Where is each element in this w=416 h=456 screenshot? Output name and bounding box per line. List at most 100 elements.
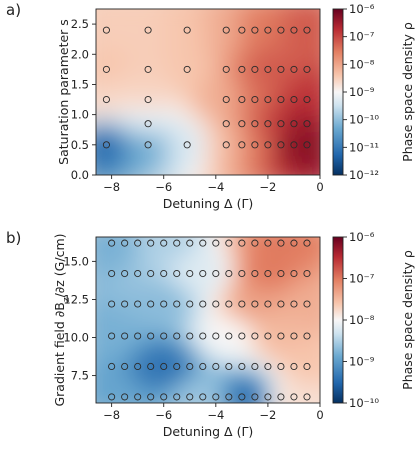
- heatmap-cell: [207, 150, 215, 158]
- heatmap-cell: [170, 283, 178, 291]
- heatmap-cell: [182, 266, 190, 274]
- heatmap-cell: [158, 0, 165, 4]
- heatmap-cell: [319, 115, 320, 123]
- heatmap-cell: [96, 50, 97, 57]
- heatmap-cell: [319, 162, 320, 170]
- heatmap-cell: [139, 384, 147, 392]
- heatmap-cell: [300, 266, 309, 274]
- heatmap-cell: [114, 115, 122, 123]
- heatmap-cell: [275, 168, 284, 175]
- heatmap-cell: [269, 337, 277, 345]
- heatmap-cell: [269, 32, 277, 40]
- heatmap-cell: [139, 38, 147, 46]
- heatmap-cell: [288, 402, 296, 403]
- heatmap-cell: [96, 349, 103, 357]
- heatmap-cell: [257, 26, 265, 34]
- heatmap-cell: [207, 9, 215, 16]
- heatmap-cell: [219, 127, 228, 134]
- heatmap-cell: [232, 242, 240, 250]
- heatmap-cell: [132, 289, 141, 297]
- heatmap-cell: [126, 337, 134, 345]
- measurement-point: [290, 332, 298, 340]
- heatmap-cell: [275, 26, 284, 34]
- heatmap-cell: [163, 343, 172, 351]
- heatmap-cell: [269, 237, 277, 244]
- heatmap-cell: [132, 355, 141, 362]
- heatmap-cell: [251, 237, 259, 238]
- heatmap-cell: [132, 150, 141, 158]
- heatmap-cell: [96, 337, 103, 345]
- heatmap-cell: [263, 115, 271, 123]
- heatmap-cell: [300, 384, 309, 392]
- heatmap-cell: [163, 384, 172, 392]
- heatmap-cell: [263, 50, 271, 57]
- heatmap-cell: [307, 283, 315, 291]
- heatmap-cell: [269, 138, 277, 146]
- heatmap-cell: [145, 361, 153, 368]
- heatmap-cell: [157, 372, 165, 380]
- heatmap-cell: [207, 295, 215, 303]
- heatmap-cell: [257, 319, 265, 327]
- heatmap-cell: [145, 180, 152, 187]
- heatmap-cell: [207, 144, 215, 152]
- heatmap-cell: [126, 32, 134, 40]
- heatmap-cell: [238, 402, 246, 403]
- heatmap-cell: [251, 26, 259, 34]
- heatmap-cell: [288, 355, 296, 362]
- heatmap-cell: [282, 9, 290, 10]
- heatmap-cell: [213, 44, 221, 51]
- measurement-point: [212, 239, 220, 247]
- heatmap-cell: [213, 14, 221, 22]
- heatmap-cell: [107, 331, 116, 339]
- heatmap-cell: [114, 237, 122, 244]
- heatmap-cell: [326, 20, 333, 27]
- heatmap-cell: [263, 73, 271, 81]
- heatmap-cell: [176, 103, 184, 111]
- heatmap-cell: [288, 307, 296, 315]
- heatmap-cell: [307, 325, 315, 333]
- heatmap-cell: [226, 115, 234, 123]
- heatmap-cell: [251, 343, 259, 351]
- heatmap-cell: [151, 144, 159, 152]
- heatmap-cell: [188, 121, 197, 129]
- heatmap-cell: [182, 156, 190, 164]
- heatmap-cell: [226, 266, 234, 274]
- heatmap-cell: [96, 313, 103, 321]
- heatmap-cell: [326, 151, 333, 158]
- heatmap-cell: [188, 295, 197, 303]
- heatmap-cell: [239, 0, 246, 4]
- heatmap-cell: [195, 180, 202, 187]
- heatmap-cell: [195, 337, 203, 345]
- heatmap-cell: [170, 20, 178, 28]
- heatmap-cell: [313, 237, 320, 238]
- heatmap-cell: [288, 254, 296, 262]
- heatmap-cell: [176, 79, 184, 87]
- heatmap-cell: [282, 237, 290, 238]
- heatmap-cell: [251, 384, 259, 392]
- heatmap-cell: [294, 138, 302, 146]
- heatmap-cell: [319, 390, 320, 398]
- heatmap-cell: [238, 115, 246, 123]
- heatmap-cell: [213, 361, 221, 368]
- heatmap-cell: [182, 67, 190, 75]
- heatmap-cell: [83, 237, 90, 244]
- heatmap-cell: [163, 242, 172, 250]
- heatmap-cell: [244, 331, 253, 339]
- heatmap-cell: [244, 138, 253, 146]
- heatmap-cell: [244, 109, 253, 117]
- heatmap-cell: [219, 319, 228, 327]
- heatmap-cell: [127, 0, 134, 4]
- measurement-points: [108, 239, 311, 401]
- heatmap-cell: [307, 85, 315, 93]
- heatmap-cell: [326, 32, 333, 39]
- heatmap-cell: [157, 103, 165, 111]
- heatmap-cell: [120, 331, 128, 339]
- heatmap-cell: [188, 162, 197, 170]
- heatmap-cell: [139, 283, 147, 291]
- heatmap-cell: [170, 278, 178, 285]
- heatmap-cell: [96, 325, 103, 333]
- heatmap-cell: [219, 272, 228, 279]
- heatmap-cell: [170, 237, 178, 244]
- heatmap-cell: [151, 32, 159, 40]
- heatmap-cell: [307, 266, 315, 274]
